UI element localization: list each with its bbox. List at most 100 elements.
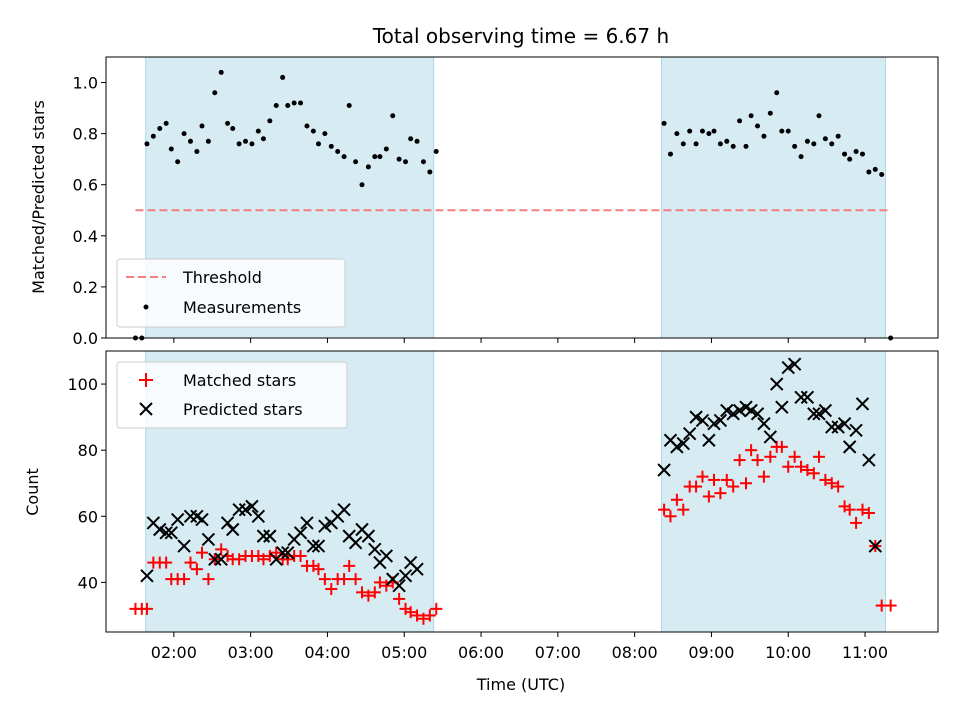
observing-window-2 xyxy=(661,56,887,339)
measurement-point xyxy=(879,172,885,178)
measurement-point xyxy=(372,154,378,160)
measurement-point xyxy=(693,141,699,147)
chart-title: Total observing time = 6.67 h xyxy=(372,24,669,48)
measurement-point xyxy=(816,113,822,119)
predicted-star-point xyxy=(657,463,671,477)
measurement-point xyxy=(687,128,693,134)
measurement-point xyxy=(390,113,396,119)
measurement-point xyxy=(150,133,156,139)
predicted-star-point xyxy=(787,357,802,371)
predicted-star-point xyxy=(164,526,178,540)
measurement-point xyxy=(157,126,163,132)
measurement-point xyxy=(785,128,791,134)
predicted-star-point xyxy=(306,539,321,553)
measurement-point xyxy=(743,143,749,149)
bottom-legend: Matched stars Predicted stars xyxy=(116,361,348,429)
measurement-point xyxy=(761,133,767,139)
matched-star-point xyxy=(702,490,715,503)
measurement-point xyxy=(737,118,743,124)
matched-star-point xyxy=(190,563,203,576)
y-tick-label: 40 xyxy=(78,573,98,592)
predicted-star-point xyxy=(368,542,382,557)
measurement-point xyxy=(383,146,389,152)
matched-star-point xyxy=(393,592,406,605)
matched-star-point xyxy=(338,573,351,586)
x-tick-label: 06:00 xyxy=(458,643,504,662)
measurement-point xyxy=(280,74,286,80)
measurement-point xyxy=(285,103,291,109)
matched-star-point xyxy=(740,477,752,490)
measurement-point xyxy=(822,136,828,142)
matched-star-point xyxy=(819,473,832,486)
predicted-star-point xyxy=(670,440,684,454)
measurement-point xyxy=(322,131,328,137)
measurement-point xyxy=(835,133,841,139)
matched-star-point xyxy=(356,586,368,599)
measurement-point xyxy=(755,123,761,129)
predicted-star-point xyxy=(281,545,295,560)
measurement-point xyxy=(661,120,667,126)
measurement-point xyxy=(255,128,261,134)
predicted-star-point xyxy=(720,403,734,418)
predicted-star-point xyxy=(220,516,235,530)
predicted-star-point xyxy=(689,410,703,424)
predicted-star-point xyxy=(140,569,154,583)
measurement-point xyxy=(181,131,187,137)
measurement-point xyxy=(667,151,673,157)
matched-star-point xyxy=(318,573,331,586)
measurement-point xyxy=(218,69,224,75)
measurement-point xyxy=(187,138,193,144)
x-tick-label: 08:00 xyxy=(612,643,658,662)
measurement-point xyxy=(194,149,200,155)
observing-window-2 xyxy=(661,350,887,633)
top-y-axis-label: Matched/Predicted stars xyxy=(29,100,48,294)
predicted-star-point xyxy=(732,403,747,418)
matched-star-point xyxy=(795,460,808,473)
predicted-star-point xyxy=(293,526,308,540)
y-tick-label: 80 xyxy=(78,441,98,460)
measurement-point xyxy=(433,149,439,155)
x-tick-label: 05:00 xyxy=(381,643,427,662)
predicted-star-point xyxy=(300,516,314,530)
predicted-star-point xyxy=(800,390,815,404)
predicted-star-point xyxy=(842,440,857,454)
matched-star-point xyxy=(775,440,788,453)
measurement-point xyxy=(168,146,174,152)
predicted-star-point xyxy=(807,407,821,421)
x-axis-label: Time (UTC) xyxy=(476,675,565,694)
predicted-star-point xyxy=(195,512,209,527)
measurement-point xyxy=(414,138,420,144)
y-tick-label: 0.0 xyxy=(73,329,98,348)
matched-star-point xyxy=(202,573,215,586)
matched-star-point xyxy=(404,606,417,619)
matched-star-point xyxy=(884,599,897,612)
matched-star-point xyxy=(281,553,294,566)
predicted-star-point xyxy=(337,502,351,517)
measurement-point xyxy=(774,90,780,96)
top-panel-frame xyxy=(105,56,939,339)
measurement-point xyxy=(359,182,365,188)
matched-star-point xyxy=(832,480,845,493)
x-tick-label: 09:00 xyxy=(688,643,734,662)
predicted-star-point xyxy=(744,403,758,418)
y-tick-label: 0.2 xyxy=(73,278,98,297)
x-tick-label: 02:00 xyxy=(151,643,197,662)
matched-star-point xyxy=(782,460,795,473)
matched-star-point xyxy=(380,579,393,592)
matched-star-point xyxy=(215,543,228,556)
measurement-point xyxy=(674,131,680,137)
measurement-point xyxy=(811,141,817,147)
predicted-star-point xyxy=(763,430,778,444)
measurement-point xyxy=(230,126,236,132)
measurement-point xyxy=(706,131,712,137)
predicted-star-point xyxy=(183,509,198,524)
matched-star-point xyxy=(843,503,856,516)
x-tick-label: 07:00 xyxy=(535,643,581,662)
matched-star-point xyxy=(349,573,362,586)
top-panel: 0.0 0.2 0.4 0.6 0.8 1.0 Matched/Predicted sta… xyxy=(29,56,939,348)
measurement-point xyxy=(804,138,810,144)
predicted-star-point xyxy=(770,377,784,391)
predicted-star-point xyxy=(238,502,253,517)
measurement-point xyxy=(199,123,205,129)
measurement-point xyxy=(427,169,433,175)
